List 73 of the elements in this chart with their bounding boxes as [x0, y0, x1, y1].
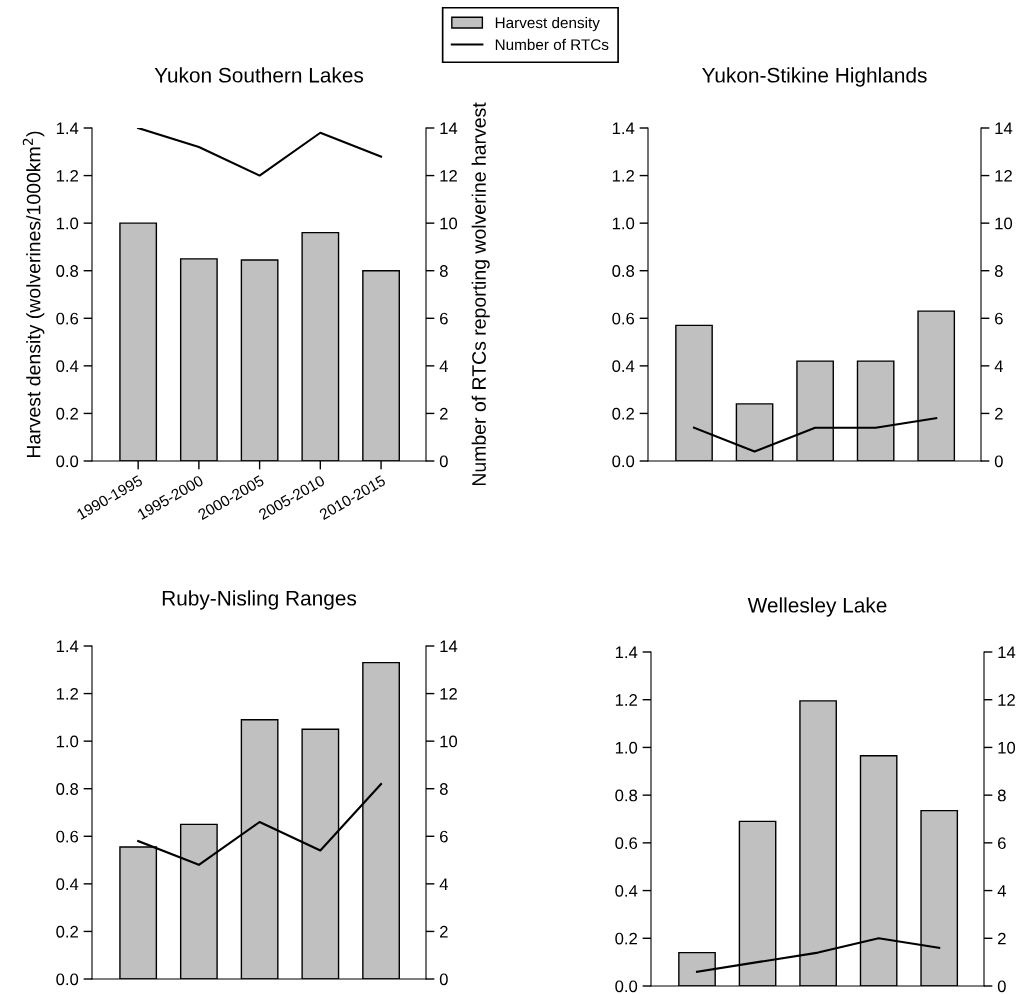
y-tick-label: 0.6: [56, 830, 79, 843]
y2-tick-label: 12: [995, 169, 1012, 182]
y-tick-label: 0.2: [56, 925, 78, 938]
y-tick-label: 1.4: [615, 646, 638, 659]
y-tick-label: 0.2: [56, 407, 78, 420]
y2-tick-label: 4: [439, 360, 448, 372]
y2-tick-label: 0: [997, 980, 1006, 993]
y2-tick-label: 6: [998, 837, 1006, 850]
y2-tick-label: 0: [994, 455, 1003, 468]
y-tick-label: 0.8: [56, 783, 79, 795]
y-tick-label: 0.4: [56, 878, 79, 891]
y2-axis-title: Number of RTCs reporting wolverine harvest: [471, 102, 490, 486]
y2-tick-label: 10: [998, 741, 1016, 754]
y2-tick-label: 10: [995, 217, 1013, 230]
chart-title: Ruby-Nisling Ranges: [162, 590, 357, 610]
y2-tick-label: 8: [994, 265, 1003, 277]
y2-tick-label: 14: [440, 122, 458, 135]
y-tick-label: 0.4: [615, 884, 638, 897]
y-tick-label: 1.2: [56, 687, 78, 700]
y-tick-label: 0.0: [615, 980, 638, 993]
y2-tick-label: 14: [440, 640, 458, 653]
y2-tick-label: 4: [439, 878, 448, 890]
y-tick-label: 1.2: [56, 169, 78, 182]
y2-tick-label: 2: [440, 407, 448, 420]
y2-tick-label: 4: [997, 885, 1006, 897]
y2-tick-label: 2: [995, 407, 1003, 420]
y2-tick-label: 8: [997, 789, 1006, 802]
y2-tick-label: 6: [995, 312, 1003, 325]
y2-tick-label: 2: [440, 925, 448, 938]
y-tick-label: 0.4: [56, 360, 79, 373]
y2-tick-label: 6: [440, 312, 448, 325]
y2-tick-label: 10: [440, 735, 458, 748]
y2-tick-label: 8: [439, 265, 448, 277]
y2-tick-label: 14: [995, 122, 1013, 135]
y-tick-label: 1.4: [56, 640, 79, 653]
chart-title: Wellesley Lake: [747, 597, 887, 617]
y-tick-label: 1.0: [56, 735, 79, 748]
y-tick-label: 0.0: [56, 973, 79, 986]
y2-tick-label: 12: [440, 169, 457, 182]
y-tick-label: 0.8: [615, 789, 638, 802]
chart-title: Yukon-Stikine Highlands: [702, 67, 927, 87]
y-tick-label: 0.2: [615, 932, 637, 945]
y-tick-label: 1.4: [612, 122, 635, 135]
y-tick-label: 0.4: [612, 360, 635, 373]
y-tick-label: 0.8: [612, 265, 635, 277]
y2-tick-label: 6: [440, 830, 448, 843]
y2-tick-label: 0: [439, 455, 448, 468]
chart-title: Yukon Southern Lakes: [154, 67, 364, 83]
y2-tick-label: 10: [440, 217, 458, 230]
y-axis-title: Harvest density (wolverines/1000km$^{2}$): [22, 131, 45, 458]
y2-tick-label: 14: [998, 646, 1016, 659]
y-tick-label: 0.6: [56, 312, 79, 325]
y-tick-label: 1.2: [615, 694, 637, 706]
y2-tick-label: 12: [998, 694, 1015, 706]
y-tick-label: 1.2: [612, 169, 634, 182]
y-tick-label: 0.2: [612, 407, 634, 420]
y2-tick-label: 12: [440, 687, 457, 700]
y-tick-label: 0.8: [56, 265, 79, 277]
line-series: [137, 128, 383, 177]
legend-label: Harvest density: [495, 16, 600, 32]
y2-tick-label: 0: [439, 973, 448, 986]
y2-tick-label: 8: [439, 783, 448, 795]
y2-tick-label: 2: [998, 932, 1006, 945]
y2-tick-label: 4: [994, 360, 1003, 372]
legend-label: Number of RTCs: [495, 38, 609, 51]
y-tick-label: 0.0: [612, 455, 635, 468]
y-tick-label: 1.4: [56, 122, 79, 135]
y-tick-label: 0.6: [612, 312, 635, 325]
y-tick-label: 1.0: [615, 741, 638, 754]
y-tick-label: 0.6: [615, 837, 638, 850]
y-tick-label: 1.0: [612, 217, 635, 230]
y-tick-label: 1.0: [56, 217, 79, 230]
y-tick-label: 0.0: [56, 455, 79, 468]
